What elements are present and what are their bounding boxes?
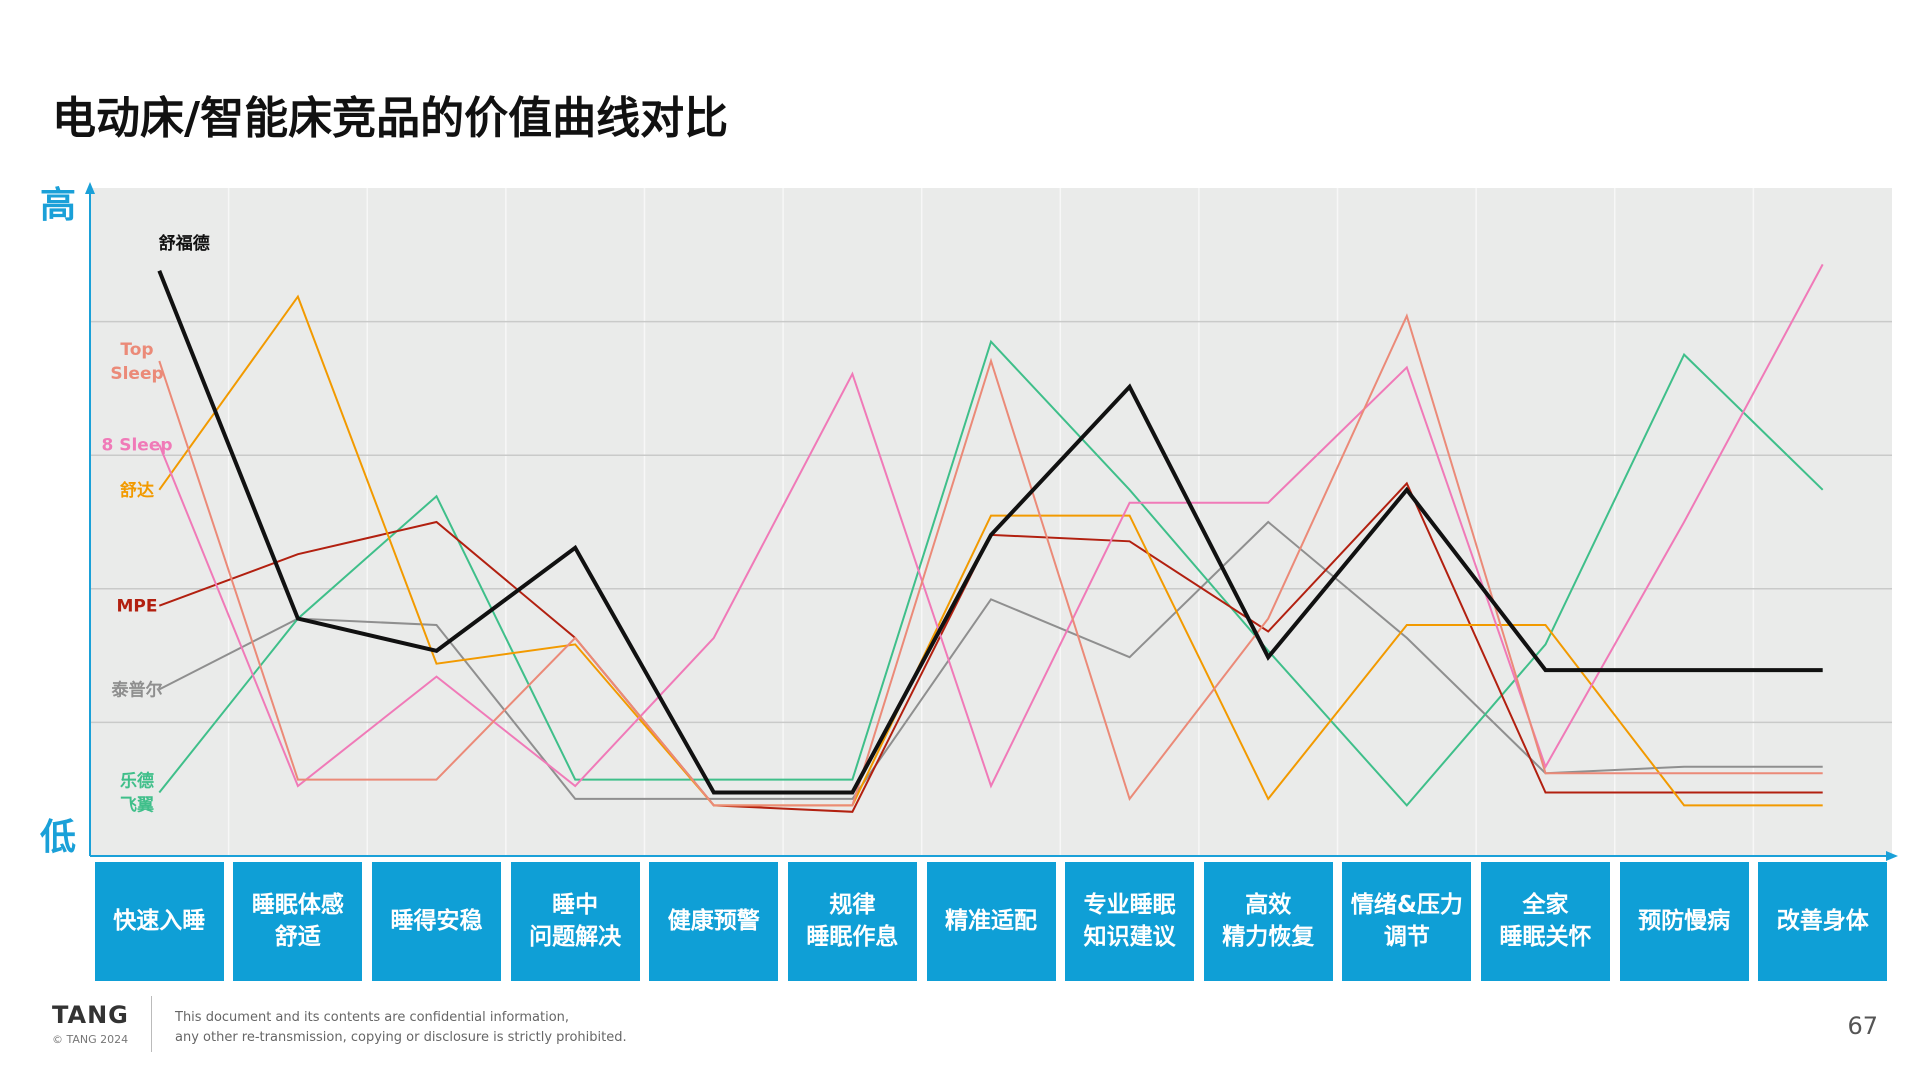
x-axis-arrow xyxy=(1886,851,1898,861)
series-label-2: MPE xyxy=(117,597,158,617)
category-label-5: 规律 睡眠作息 xyxy=(787,862,917,981)
footer-divider xyxy=(151,996,152,1052)
chart-series xyxy=(157,263,1824,813)
category-label-6: 精准适配 xyxy=(926,862,1056,981)
category-label-1: 睡眠体感 舒适 xyxy=(233,862,363,981)
category-label-11: 预防慢病 xyxy=(1619,862,1749,981)
footer-note-line-2: any other re-transmission, copying or di… xyxy=(175,1030,627,1045)
footer-copyright: © TANG 2024 xyxy=(52,1033,129,1046)
series-label-3: 舒达 xyxy=(120,480,154,501)
category-label-9: 情绪&压力 调节 xyxy=(1342,862,1472,981)
series-line-6 xyxy=(157,270,1823,795)
series-line-5 xyxy=(158,313,1823,807)
category-label-2: 睡得安稳 xyxy=(372,862,502,981)
series-label-0: 泰普尔 xyxy=(112,679,163,700)
category-label-8: 高效 精力恢复 xyxy=(1203,862,1333,981)
category-row: 快速入睡 睡眠体感 舒适 睡得安稳 睡中 问题解决 健康预警 规律 睡眠作息 精准适配 专业睡… xyxy=(94,862,1892,982)
category-label-10: 全家 睡眠关怀 xyxy=(1480,862,1610,981)
chart-axes xyxy=(85,182,1898,861)
y-axis-arrow xyxy=(85,182,95,194)
series-label-4: 8 Sleep xyxy=(101,436,172,456)
category-label-4: 健康预警 xyxy=(649,862,779,981)
series-label-1: 乐德飞翼 xyxy=(120,770,154,815)
category-label-12: 改善身体 xyxy=(1758,862,1888,981)
series-line-4 xyxy=(158,263,1824,789)
page-number: 67 xyxy=(1847,1012,1878,1040)
plot-background xyxy=(90,188,1892,856)
series-label-6: 舒福德 xyxy=(159,233,210,254)
y-axis-high-label: 高 xyxy=(39,185,76,226)
category-label-0: 快速入睡 xyxy=(94,862,224,981)
page-title: 电动床/智能床竞品的价值曲线对比 xyxy=(52,93,729,144)
chart-grid xyxy=(90,188,1892,856)
y-axis-low-label: 低 xyxy=(39,817,76,858)
footer-logo: TANG xyxy=(52,1001,129,1029)
series-line-3 xyxy=(158,294,1823,807)
footer-note-line-1: This document and its contents are confi… xyxy=(175,1010,570,1025)
category-label-3: 睡中 问题解决 xyxy=(510,862,640,981)
footer-confidential-note: This document and its contents are confi… xyxy=(175,1008,627,1048)
series-line-1 xyxy=(158,339,1824,807)
category-label-7: 专业睡眠 知识建议 xyxy=(1065,862,1195,981)
series-label-5: Top Sleep xyxy=(110,340,163,384)
